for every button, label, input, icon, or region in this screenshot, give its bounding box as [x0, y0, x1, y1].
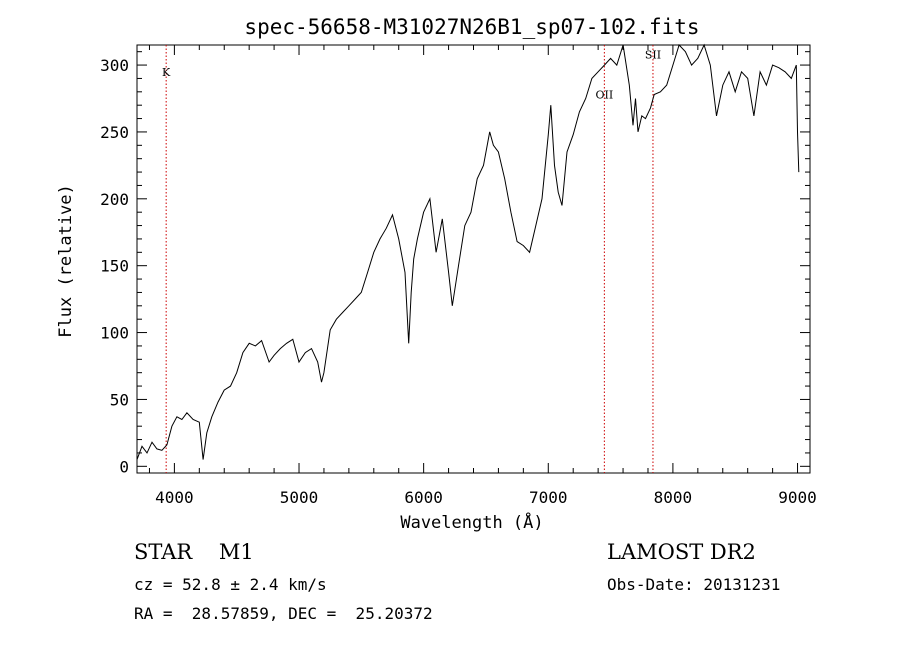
axis-ticks — [137, 45, 810, 473]
object-class: STAR M1 — [134, 540, 254, 564]
survey-name: LAMOST DR2 — [607, 540, 756, 564]
y-tick-label: 250 — [100, 123, 129, 142]
x-tick-label: 8000 — [654, 488, 693, 507]
redshift-velocity: cz = 52.8 ± 2.4 km/s — [134, 575, 327, 594]
y-tick-label: 200 — [100, 190, 129, 209]
plot-frame — [136, 44, 811, 474]
x-axis-label: Wavelength (Å) — [400, 511, 543, 533]
ra-dec: RA = 28.57859, DEC = 25.20372 — [134, 604, 433, 623]
line-marker-label: SII — [645, 48, 661, 61]
y-tick-label: 150 — [100, 257, 129, 276]
x-tick-label: 5000 — [280, 488, 319, 507]
x-tick-label: 9000 — [778, 488, 817, 507]
y-tick-label: 0 — [119, 457, 129, 476]
line-markers: K OII SII — [162, 45, 661, 473]
chart-title: spec-56658-M31027N26B1_sp07-102.fits — [244, 15, 699, 39]
x-tick-labels: 4000 5000 6000 7000 8000 9000 — [155, 488, 817, 507]
line-marker-label: K — [162, 66, 171, 79]
y-axis-label: Flux (relative) — [56, 184, 76, 338]
spectrum-line — [136, 43, 800, 460]
y-tick-label: 50 — [110, 390, 129, 409]
observation-date: Obs-Date: 20131231 — [607, 575, 781, 594]
line-marker-label: OII — [596, 89, 614, 102]
y-tick-label: 100 — [100, 324, 129, 343]
y-tick-labels: 0 50 100 150 200 250 300 — [100, 56, 129, 476]
x-tick-label: 7000 — [529, 488, 568, 507]
y-tick-label: 300 — [100, 56, 129, 75]
x-tick-label: 4000 — [155, 488, 194, 507]
x-tick-label: 6000 — [404, 488, 443, 507]
